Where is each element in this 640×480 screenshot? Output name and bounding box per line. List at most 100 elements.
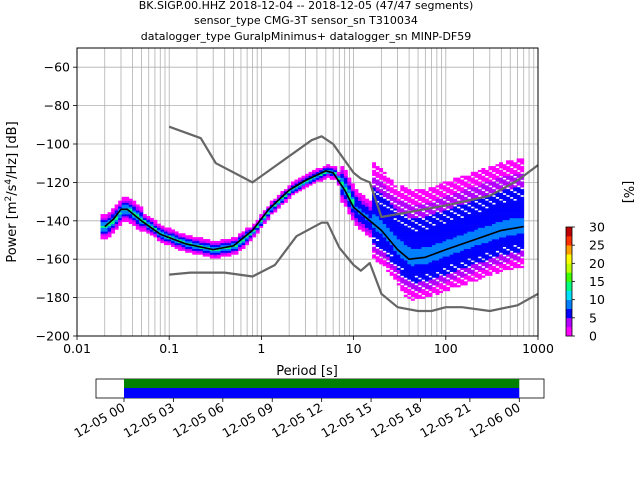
histogram-cell [100, 219, 105, 223]
histogram-cell [456, 262, 461, 265]
histogram-cell [375, 240, 380, 244]
histogram-cell [287, 194, 292, 198]
histogram-cell [442, 212, 447, 215]
histogram-cell [396, 198, 401, 201]
histogram-cell [414, 254, 419, 257]
histogram-cell [209, 240, 214, 244]
histogram-cell [449, 214, 454, 217]
histogram-cell [372, 256, 377, 259]
histogram-cell [477, 192, 482, 196]
histogram-cell [453, 283, 458, 286]
histogram-cell [435, 288, 440, 292]
histogram-cell [414, 189, 419, 192]
histogram-cell [407, 208, 412, 211]
histogram-cell [488, 187, 493, 190]
histogram-cell [474, 273, 479, 276]
histogram-cell [502, 248, 507, 251]
histogram-cell [428, 223, 433, 226]
histogram-cell [456, 219, 461, 223]
histogram-cell [216, 248, 221, 251]
histogram-cell [516, 166, 521, 169]
histogram-cell [520, 208, 525, 211]
histogram-cell [354, 219, 359, 223]
histogram-cell [417, 290, 422, 294]
histogram-cell [372, 231, 377, 234]
histogram-cell [128, 200, 133, 203]
histogram-cell [491, 217, 496, 221]
histogram-cell [499, 214, 503, 217]
histogram-cell [488, 250, 493, 253]
histogram-cell [506, 198, 511, 201]
histogram-cell [410, 242, 415, 246]
histogram-cell [513, 237, 518, 240]
histogram-cell [142, 229, 147, 232]
histogram-cell [350, 208, 355, 211]
histogram-cell [407, 189, 412, 192]
histogram-cell [442, 208, 447, 211]
histogram-cell [382, 194, 387, 198]
histogram-cell [340, 194, 345, 198]
histogram-cell [319, 179, 324, 182]
histogram-cell [403, 242, 408, 246]
histogram-cell [463, 281, 468, 284]
histogram-cell [407, 250, 412, 253]
histogram-cell [104, 235, 108, 238]
histogram-cell [439, 227, 444, 230]
histogram-cell [410, 277, 415, 280]
histogram-cell [417, 229, 422, 232]
histogram-cell [312, 179, 317, 182]
histogram-cell [470, 181, 475, 184]
histogram-cell [432, 225, 436, 228]
histogram-cell [499, 208, 503, 211]
histogram-cell [156, 239, 161, 242]
histogram-cell [417, 254, 422, 257]
histogram-cell [421, 216, 426, 219]
histogram-cell [520, 229, 525, 232]
histogram-cell [389, 267, 394, 271]
histogram-cell [382, 183, 387, 186]
histogram-cell [424, 235, 429, 238]
histogram-cell [467, 229, 472, 232]
histogram-cell [513, 189, 518, 192]
histogram-cell [298, 181, 302, 184]
histogram-cell [414, 250, 419, 253]
histogram-cell [361, 206, 366, 209]
histogram-cell [417, 267, 422, 271]
x-tick-label: 0.1 [159, 341, 179, 356]
histogram-cell [132, 221, 137, 224]
histogram-cell [125, 198, 130, 201]
histogram-cell [407, 231, 412, 234]
histogram-cell [456, 273, 461, 276]
histogram-cell [343, 179, 348, 182]
histogram-cell [506, 267, 511, 271]
histogram-cell [135, 210, 140, 213]
histogram-cell [199, 239, 204, 242]
histogram-cell [421, 252, 426, 255]
histogram-cell [484, 196, 489, 200]
histogram-cell [403, 191, 408, 194]
histogram-cell [354, 196, 359, 200]
histogram-cell [449, 204, 454, 207]
histogram-cell [456, 216, 461, 219]
histogram-cell [470, 217, 475, 221]
histogram-cell [171, 231, 175, 234]
histogram-cell [449, 206, 454, 209]
histogram-cell [368, 208, 373, 211]
histogram-cell [439, 221, 444, 224]
histogram-cell [223, 240, 228, 244]
histogram-cell [470, 200, 475, 203]
histogram-cell [273, 200, 278, 203]
histogram-cell [396, 225, 401, 228]
histogram-cell [453, 252, 458, 255]
histogram-cell [347, 191, 352, 194]
histogram-cell [396, 277, 401, 280]
histogram-cell [121, 206, 126, 209]
histogram-cell [357, 198, 362, 201]
histogram-cell [400, 229, 405, 232]
histogram-cell [467, 191, 472, 194]
histogram-cell [153, 227, 158, 230]
histogram-cell [446, 283, 451, 286]
histogram-cell [382, 192, 387, 196]
